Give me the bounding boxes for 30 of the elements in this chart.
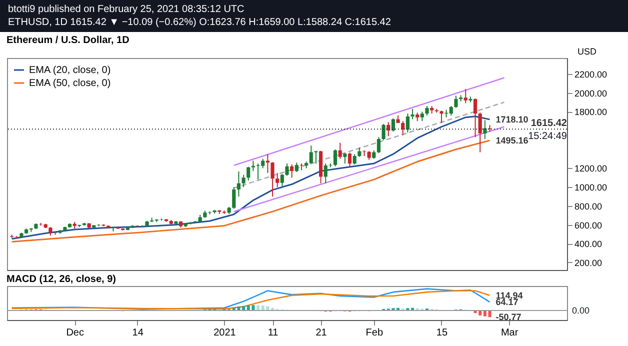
y-axis-title: USD (578, 46, 597, 56)
y-tick-label: 1200.00 (574, 164, 608, 174)
annotation: 1495.16 (496, 135, 528, 146)
y-tick-label: 400.00 (574, 239, 602, 250)
y-tick-label: 800.00 (574, 201, 602, 212)
text: 0.00 (572, 305, 590, 316)
x-tick-label: 11 (268, 328, 279, 338)
y-tick-label: 1000.00 (574, 182, 608, 193)
y-tick-label: 2200.00 (574, 70, 608, 80)
annotation: 1718.10 (496, 114, 528, 124)
x-tick-label: 21 (316, 328, 328, 338)
x-tick-label: 14 (132, 328, 144, 338)
annotation: -50.77 (496, 312, 522, 322)
x-tick-label: Dec (66, 328, 84, 338)
chart-title: MACD (12, 26, close, 9) (6, 274, 116, 285)
x-tick-label: 15 (436, 328, 448, 338)
x-tick-label: Mar (500, 328, 519, 338)
chart-title: Ethereum / U.S. Dollar, 1D (6, 35, 130, 46)
y-tick-label: 1800.00 (574, 107, 608, 118)
legend-label: EMA (50, close, 0) (29, 78, 111, 89)
legend-label: EMA (20, close, 0) (29, 65, 111, 76)
chart-subtitle: ETHUSD, 1D 1615.42 ▼ −10.09 (−0.62%) O:1623.76 H:1659.00 L:1588.24 C:1615.42 (8, 16, 392, 29)
x-tick-label: Feb (366, 328, 384, 338)
annotation: 15:24:49 (528, 131, 568, 142)
ref-line-label: 1615.42 (530, 118, 568, 130)
y-tick-label: 200.00 (574, 258, 602, 268)
x-tick-label: 2021 (214, 328, 236, 338)
y-tick-label: 600.00 (574, 220, 602, 230)
text: btotti9 published on February 25, 2021 08:35:12 UTC (8, 3, 246, 16)
y-tick-label: 2000.00 (574, 88, 608, 98)
